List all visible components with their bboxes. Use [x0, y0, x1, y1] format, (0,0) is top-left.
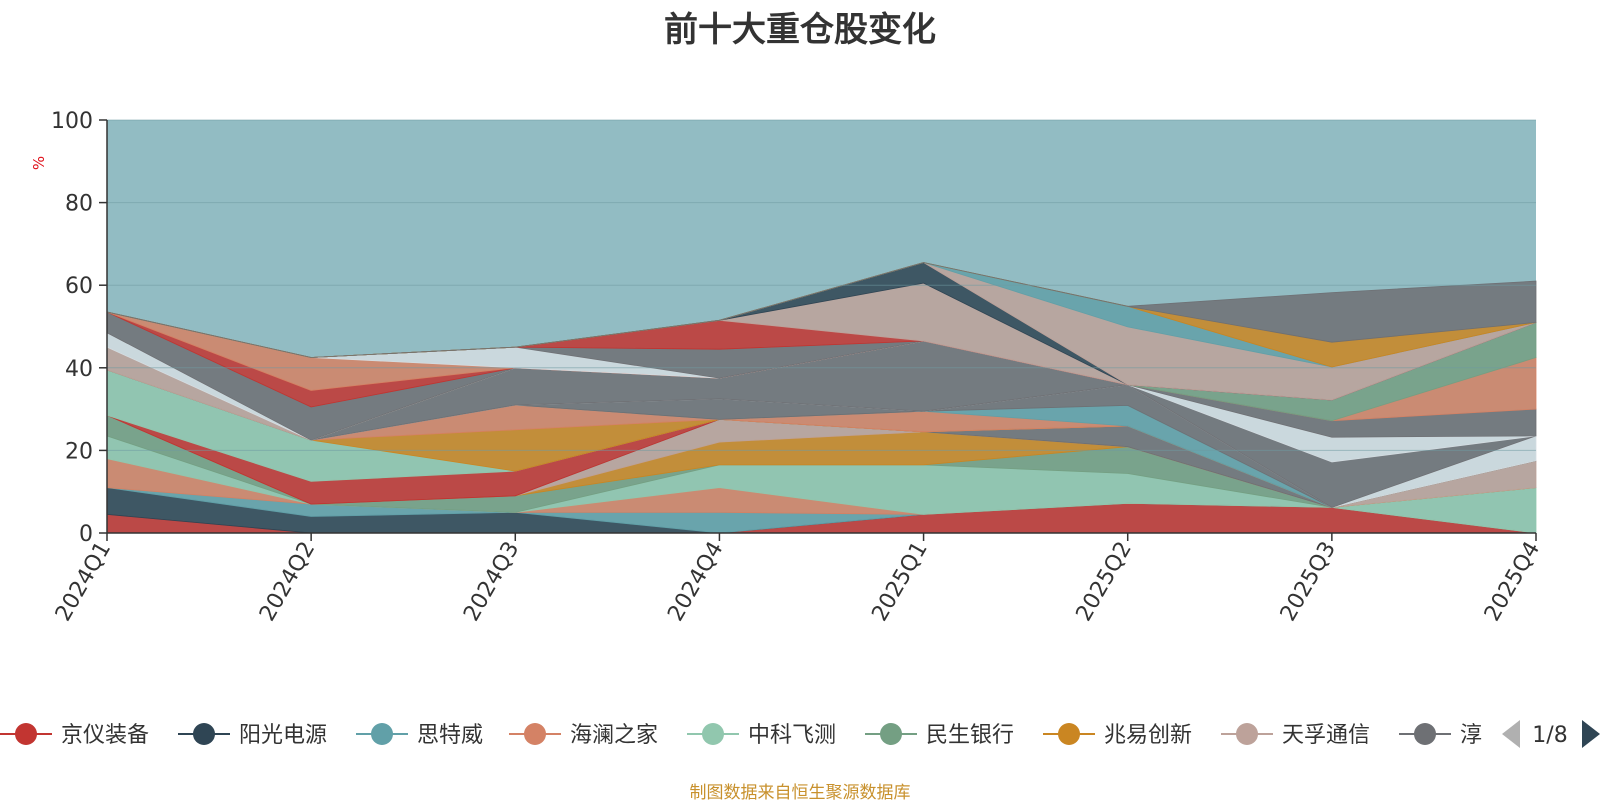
legend-label: 京仪装备 — [61, 723, 149, 748]
legend-label: 思特威 — [417, 723, 483, 748]
legend-pager: 1/8 — [1502, 720, 1600, 748]
legend-label: 中科飞测 — [748, 723, 836, 748]
y-tick-label: 100 — [51, 109, 93, 134]
y-tick-label: 20 — [65, 439, 93, 464]
legend-item-2[interactable]: 思特威 — [356, 723, 483, 748]
y-tick-label: 60 — [65, 274, 93, 299]
legend-label: 兆易创新 — [1104, 723, 1192, 748]
y-tick-label: 80 — [65, 192, 93, 217]
chart-title: 前十大重仓股变化 — [664, 10, 936, 50]
x-tick-label: 2024Q4 — [663, 538, 728, 626]
legend-items: 京仪装备 阳光电源 思特威 海澜之家 中科飞测 民生银行 兆易创新 天孚通信 淳中科技 — [0, 723, 1548, 748]
legend-item-7[interactable]: 天孚通信 — [1221, 723, 1370, 748]
legend-item-0[interactable]: 京仪装备 — [0, 723, 149, 748]
legend: 京仪装备 阳光电源 思特威 海澜之家 中科飞测 民生银行 兆易创新 天孚通信 淳中科技 — [0, 723, 1548, 748]
axes: % — [30, 120, 1536, 534]
legend-marker-icon — [1058, 723, 1080, 745]
legend-next-page-icon[interactable] — [1582, 720, 1600, 748]
legend-label: 海澜之家 — [570, 723, 658, 748]
legend-page-indicator: 1/8 — [1532, 723, 1567, 748]
y-tick-label: 40 — [65, 357, 93, 382]
y-tick-label: 0 — [79, 522, 93, 547]
legend-marker-icon — [371, 723, 393, 745]
legend-item-1[interactable]: 阳光电源 — [178, 723, 327, 748]
y-axis-ticks: 0 20 40 60 80 100 — [51, 109, 107, 547]
legend-marker-icon — [524, 723, 546, 745]
x-tick-label: 2025Q3 — [1276, 538, 1341, 626]
legend-item-5[interactable]: 民生银行 — [865, 723, 1014, 748]
legend-item-8[interactable]: 淳中科技 — [1399, 723, 1548, 748]
legend-label: 阳光电源 — [239, 723, 327, 748]
legend-marker-icon — [1414, 723, 1436, 745]
legend-marker-icon — [702, 723, 724, 745]
gridlines — [107, 119, 1536, 451]
y-axis-unit: % — [30, 156, 48, 170]
legend-label: 天孚通信 — [1282, 723, 1370, 748]
legend-marker-icon — [193, 723, 215, 745]
legend-prev-page-icon[interactable] — [1502, 720, 1520, 748]
x-tick-label: 2024Q1 — [51, 538, 116, 626]
x-tick-label: 2025Q1 — [867, 538, 932, 626]
legend-marker-icon — [880, 723, 902, 745]
legend-label: 民生银行 — [926, 723, 1014, 748]
legend-item-3[interactable]: 海澜之家 — [509, 723, 658, 748]
series-areas — [106, 262, 1537, 534]
x-tick-label: 2025Q4 — [1480, 538, 1545, 626]
legend-marker-icon — [15, 723, 37, 745]
legend-marker-icon — [1236, 723, 1258, 745]
area-series-34 — [106, 262, 1537, 358]
legend-item-4[interactable]: 中科飞测 — [687, 723, 836, 748]
legend-label: 淳中科技 — [1460, 723, 1548, 748]
x-axis-ticks: 2024Q1 2024Q2 2024Q3 2024Q4 2025Q1 2025Q2 2025… — [51, 533, 1545, 626]
x-tick-label: 2024Q2 — [255, 538, 320, 626]
x-tick-label: 2025Q2 — [1072, 538, 1137, 626]
legend-item-6[interactable]: 兆易创新 — [1043, 723, 1192, 748]
x-tick-label: 2024Q3 — [459, 538, 524, 626]
source-note: 制图数据来自恒生聚源数据库 — [689, 783, 911, 803]
